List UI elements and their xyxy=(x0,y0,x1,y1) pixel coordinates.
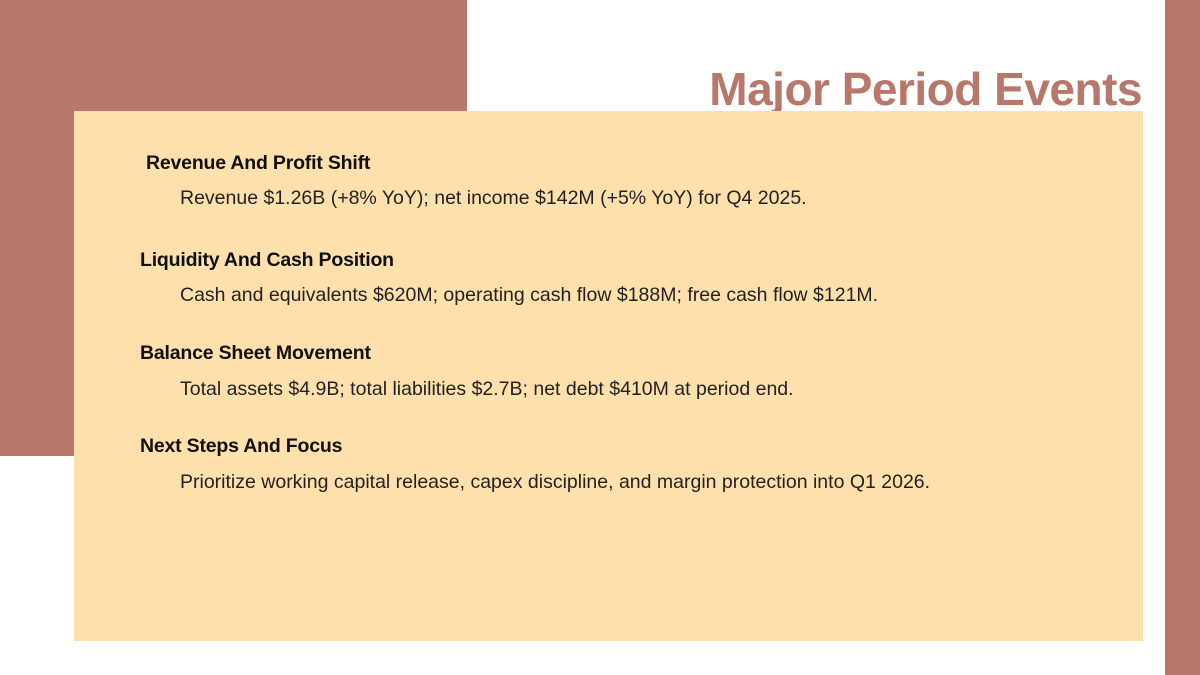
decorative-stripe-right xyxy=(1165,0,1200,675)
section-balance-sheet-movement: Balance Sheet Movement Total assets $4.9… xyxy=(140,341,1083,406)
page-title: Major Period Events xyxy=(709,62,1142,115)
content-card: Revenue And Profit Shift Revenue $1.26B … xyxy=(74,111,1143,641)
section-liquidity-and-cash-position: Liquidity And Cash Position Cash and equ… xyxy=(140,248,1083,313)
section-next-steps-and-focus: Next Steps And Focus Prioritize working … xyxy=(140,434,1083,499)
section-heading: Revenue And Profit Shift xyxy=(146,152,371,174)
section-heading: Next Steps And Focus xyxy=(140,435,343,458)
section-body: Revenue $1.26B (+8% YoY); net income $14… xyxy=(180,187,807,210)
section-body: Total assets $4.9B; total liabilities $2… xyxy=(180,377,794,400)
section-revenue-and-profit-shift: Revenue And Profit Shift Revenue $1.26B … xyxy=(140,151,1083,216)
section-body: Prioritize working capital release, cape… xyxy=(180,470,931,493)
section-heading: Balance Sheet Movement xyxy=(140,342,371,365)
section-heading: Liquidity And Cash Position xyxy=(140,249,394,272)
section-body: Cash and equivalents $620M; operating ca… xyxy=(180,284,879,307)
